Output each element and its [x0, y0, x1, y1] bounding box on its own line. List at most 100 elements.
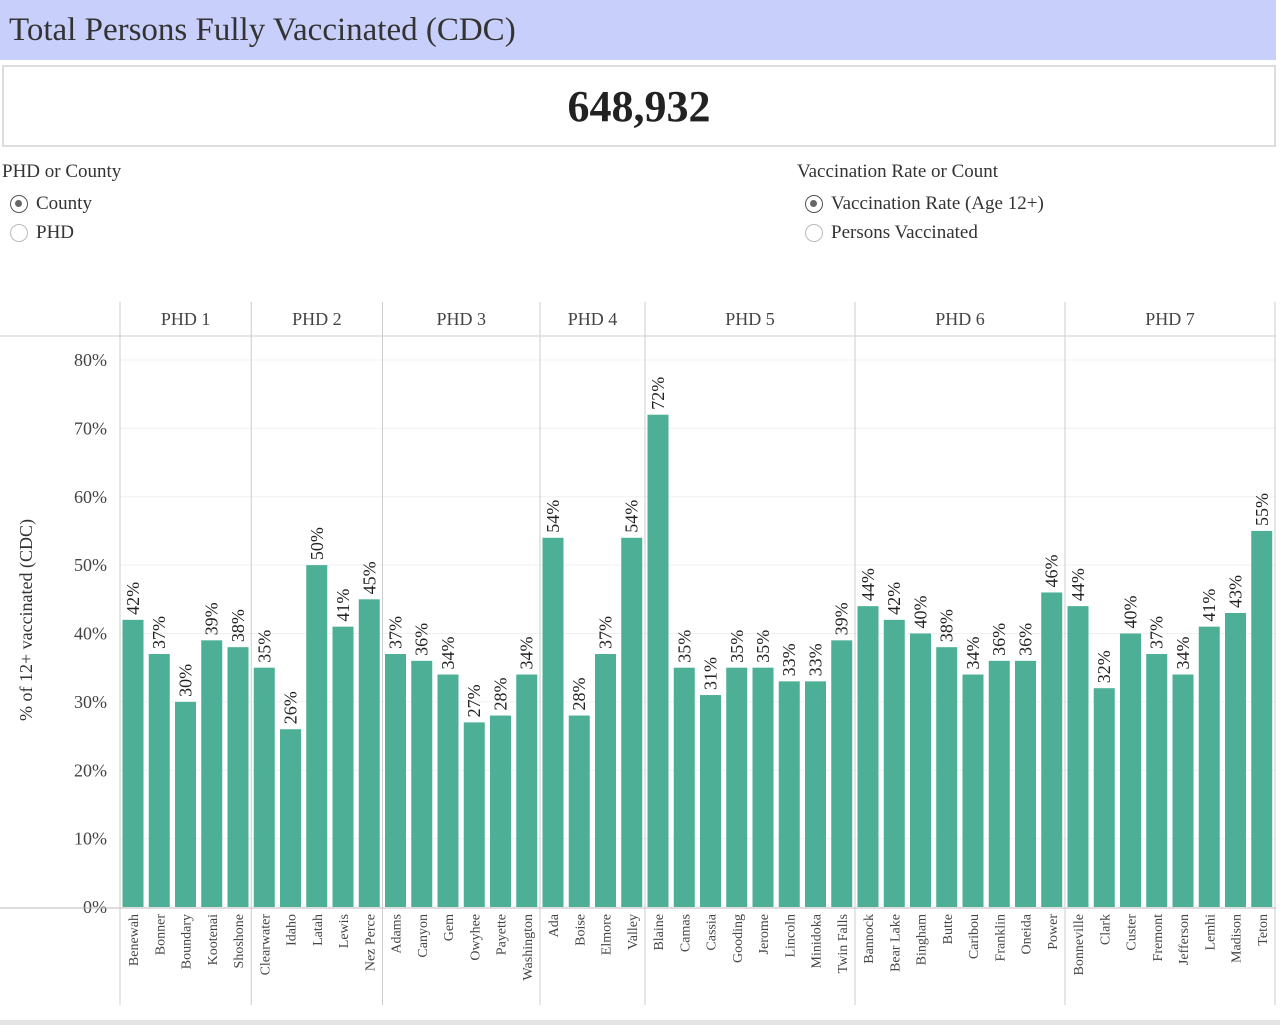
bar-madison: [1225, 612, 1246, 907]
county-label: Bear Lake: [888, 914, 903, 972]
county-label: Benewah: [127, 914, 142, 966]
value-label: 34%: [517, 637, 537, 670]
county-label: Custer: [1125, 914, 1140, 951]
value-label: 42%: [884, 582, 904, 615]
radio-empty-icon[interactable]: [10, 223, 28, 242]
county-label: Boundary: [180, 914, 195, 969]
phd-or-county-filter: PHD or County County PHD: [2, 161, 121, 247]
value-label: 41%: [1199, 589, 1219, 622]
bar-owyhee: [463, 722, 485, 907]
bar-adams: [385, 654, 406, 907]
y-tick-label: 10%: [74, 829, 107, 849]
value-label: 34%: [1173, 637, 1193, 670]
county-label: Camas: [678, 914, 693, 952]
bar-gooding: [726, 667, 748, 907]
bar-idaho: [280, 729, 301, 907]
bar-payette: [490, 715, 511, 907]
rate-or-count-filter: Vaccination Rate or Count Vaccination Ra…: [797, 161, 1044, 247]
value-label: 33%: [779, 643, 799, 676]
value-label: 35%: [727, 630, 747, 663]
y-axis-label: % of 12+ vaccinated (CDC): [16, 519, 37, 721]
county-label: Cassia: [705, 913, 720, 950]
bar-latah: [306, 565, 328, 907]
county-label: Owyhee: [468, 914, 483, 961]
county-label: Shoshone: [232, 914, 247, 968]
bar-valley: [621, 537, 643, 907]
radio-persons-vaccinated[interactable]: Persons Vaccinated: [797, 218, 1044, 247]
bar-caribou: [962, 674, 984, 907]
bar-ada: [542, 537, 564, 907]
bar-jerome: [752, 667, 774, 907]
option-label: PHD: [36, 221, 75, 243]
panel-header: PHD 3: [436, 309, 486, 329]
radio-empty-icon[interactable]: [805, 223, 823, 242]
bar-jefferson: [1172, 674, 1194, 907]
panel-header: PHD 5: [725, 309, 775, 329]
value-label: 36%: [989, 623, 1009, 656]
bar-benewah: [122, 619, 144, 907]
county-label: Teton: [1256, 914, 1271, 946]
value-label: 35%: [753, 630, 773, 663]
radio-selected-icon[interactable]: [10, 194, 28, 213]
value-label: 27%: [464, 684, 484, 717]
radio-vaccination-rate[interactable]: Vaccination Rate (Age 12+): [797, 189, 1044, 218]
value-label: 37%: [1147, 616, 1167, 649]
county-label: Valley: [626, 914, 641, 950]
bar-washington: [516, 674, 538, 907]
county-label: Bannock: [862, 914, 877, 964]
bar-kootenai: [201, 640, 223, 907]
county-label: Oneida: [1020, 913, 1035, 954]
bar-shoshone: [227, 647, 249, 907]
county-label: Butte: [941, 914, 956, 944]
value-label: 35%: [254, 630, 274, 663]
value-label: 45%: [359, 561, 379, 594]
bar-bonner: [148, 654, 170, 907]
county-label: Twin Falls: [836, 914, 851, 973]
county-label: Jefferson: [1177, 914, 1192, 965]
filter-label: PHD or County: [2, 161, 122, 182]
bar-minidoka: [805, 681, 826, 907]
bar-nez-perce: [358, 599, 380, 907]
bar-bingham: [910, 633, 931, 907]
y-tick-label: 20%: [74, 760, 107, 780]
county-label: Caribou: [967, 914, 982, 959]
value-label: 54%: [543, 500, 563, 533]
value-label: 50%: [307, 527, 327, 560]
option-label: County: [36, 192, 92, 214]
option-label: Persons Vaccinated: [831, 221, 978, 243]
value-label: 30%: [176, 664, 196, 697]
bar-butte: [936, 647, 958, 907]
y-tick-label: 30%: [74, 692, 107, 712]
value-label: 40%: [1121, 596, 1141, 629]
radio-selected-icon[interactable]: [805, 194, 823, 213]
value-label: 32%: [1094, 650, 1114, 683]
county-label: Clark: [1098, 914, 1113, 945]
county-label: Bingham: [915, 914, 930, 965]
value-label: 42%: [123, 582, 143, 615]
bar-bear-lake: [883, 619, 905, 907]
bar-camas: [673, 667, 695, 907]
filter-label: Vaccination Rate or Count: [797, 161, 999, 182]
value-label: 37%: [149, 616, 169, 649]
y-tick-label: 80%: [74, 350, 107, 370]
value-label: 41%: [333, 589, 353, 622]
bar-elmore: [595, 654, 616, 907]
value-label: 28%: [569, 678, 589, 711]
radio-phd[interactable]: PHD: [2, 218, 121, 247]
bar-custer: [1120, 633, 1141, 907]
county-label: Lemhi: [1203, 914, 1218, 951]
county-label: Washington: [521, 914, 536, 981]
county-label: Nez Perce: [363, 914, 378, 971]
county-label: Bonneville: [1072, 914, 1087, 975]
value-label: 31%: [701, 657, 721, 690]
page-title: Total Persons Fully Vaccinated (CDC): [0, 0, 1276, 60]
county-label: Elmore: [600, 914, 615, 955]
bar-lemhi: [1198, 626, 1220, 907]
bar-bonneville: [1067, 606, 1089, 907]
y-tick-label: 70%: [74, 418, 107, 438]
county-label: Fremont: [1151, 914, 1166, 962]
value-label: 38%: [228, 609, 248, 642]
radio-county[interactable]: County: [2, 189, 121, 218]
county-label: Gem: [442, 914, 457, 941]
